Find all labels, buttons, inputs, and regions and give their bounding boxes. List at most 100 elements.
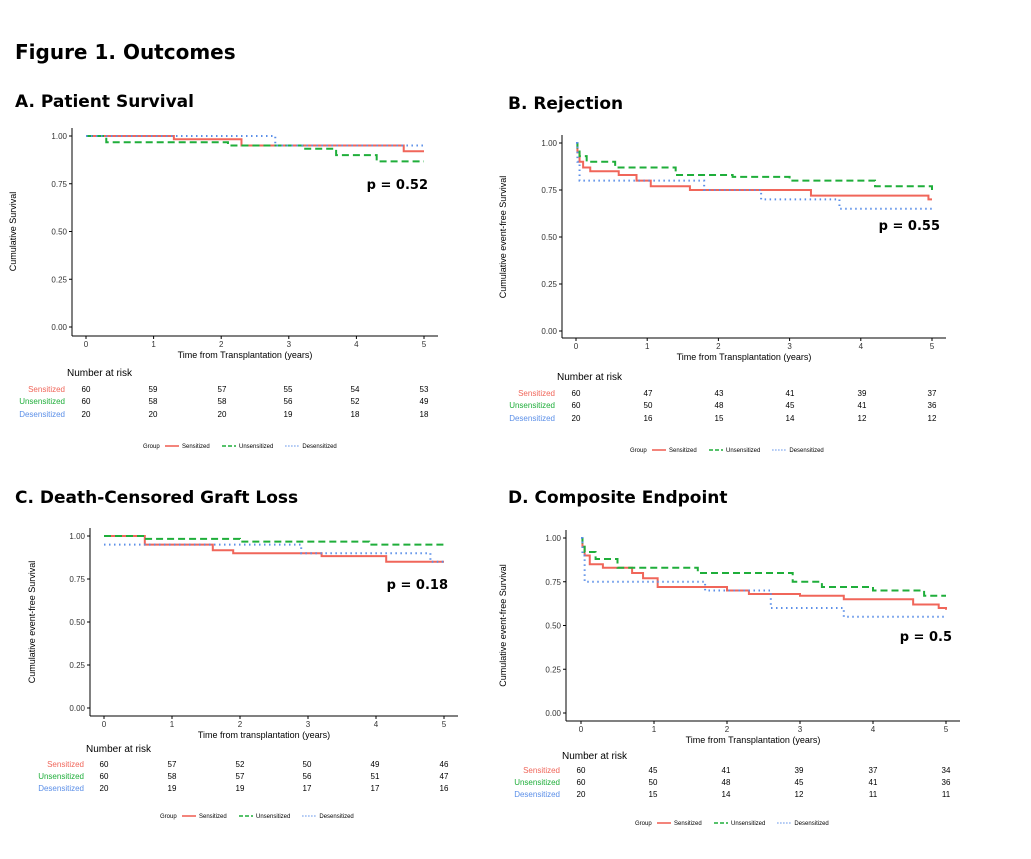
legend-entry: Sensitized (674, 821, 702, 827)
risk-value: 18 (420, 410, 429, 419)
p-value: p = 0.52 (367, 178, 428, 193)
series-line-desensitized (86, 135, 424, 147)
legend-entry: Desensitized (302, 444, 336, 450)
risk-group-label: Unsensitized (38, 772, 84, 781)
risk-group-label: Unsensitized (509, 401, 555, 410)
risk-group-label: Sensitized (518, 389, 555, 398)
risk-group-label: Sensitized (47, 760, 84, 769)
x-tick-label: 2 (238, 720, 243, 729)
series-line-sensitized (104, 535, 444, 563)
risk-value: 58 (168, 772, 177, 781)
risk-value: 20 (572, 414, 581, 423)
risk-value: 52 (236, 760, 245, 769)
risk-value: 15 (715, 414, 724, 423)
x-tick-label: 4 (859, 342, 864, 351)
series-line-desensitized (581, 537, 946, 618)
risk-value: 36 (942, 778, 951, 787)
legend-entry: Desensitized (789, 448, 823, 454)
risk-table-title: Number at risk (86, 744, 152, 755)
risk-value: 47 (440, 772, 449, 781)
risk-value: 47 (644, 389, 653, 398)
legend-title: Group (143, 444, 160, 450)
km-panel-0: 0.00 0.25 0.50 0.75 1.00 0 1 2 3 4 5 Time from Tran… (8, 128, 438, 450)
y-tick-label: 0.00 (69, 704, 85, 713)
series-line-unsensitized (581, 537, 946, 597)
risk-value: 60 (82, 397, 91, 406)
y-tick-label: 0.25 (545, 665, 561, 674)
risk-value: 20 (218, 410, 227, 419)
risk-value: 20 (149, 410, 158, 419)
y-tick-label: 1.00 (541, 139, 557, 148)
risk-value: 52 (351, 397, 360, 406)
series-line-unsensitized (86, 135, 424, 163)
risk-value: 45 (795, 778, 804, 787)
risk-value: 16 (440, 784, 449, 793)
risk-value: 43 (715, 389, 724, 398)
risk-value: 59 (149, 385, 158, 394)
risk-group-label: Desensitized (19, 410, 65, 419)
y-axis-label: Cumulative event-free Survival (498, 564, 508, 687)
risk-value: 34 (942, 766, 951, 775)
risk-value: 49 (420, 397, 429, 406)
y-axis-label: Cumulative Survival (8, 192, 18, 272)
y-tick-label: 0.75 (51, 180, 67, 189)
series-line-desensitized (576, 142, 932, 210)
x-tick-label: 2 (219, 340, 224, 349)
risk-value: 37 (869, 766, 878, 775)
legend-title: Group (160, 814, 177, 820)
y-tick-label: 0.00 (545, 709, 561, 718)
risk-value: 50 (644, 401, 653, 410)
panel-a-title: A. Patient Survival (15, 92, 194, 112)
y-tick-label: 0.75 (69, 575, 85, 584)
risk-value: 48 (715, 401, 724, 410)
x-axis-label: Time from Transplantation (years) (686, 735, 821, 745)
risk-value: 19 (284, 410, 293, 419)
legend-entry: Unsensitized (239, 444, 273, 450)
risk-value: 60 (100, 760, 109, 769)
risk-value: 17 (371, 784, 380, 793)
risk-group-label: Desensitized (509, 414, 555, 423)
legend-entry: Unsensitized (726, 448, 760, 454)
risk-table-title: Number at risk (67, 368, 133, 379)
risk-value: 18 (351, 410, 360, 419)
risk-group-label: Desensitized (38, 784, 84, 793)
risk-value: 11 (942, 790, 951, 799)
risk-value: 16 (644, 414, 653, 423)
legend: Group Sensitized Unsensitized Desensitized (635, 821, 829, 827)
y-tick-label: 1.00 (69, 532, 85, 541)
legend-entry: Desensitized (794, 821, 828, 827)
risk-value: 20 (82, 410, 91, 419)
risk-value: 51 (371, 772, 380, 781)
y-tick-label: 1.00 (51, 132, 67, 141)
y-axis-label: Cumulative event-free Survival (498, 176, 508, 299)
legend-title: Group (630, 448, 647, 454)
legend-entry: Sensitized (182, 444, 210, 450)
risk-value: 58 (218, 397, 227, 406)
risk-value: 37 (928, 389, 937, 398)
y-tick-label: 1.00 (545, 534, 561, 543)
risk-value: 56 (303, 772, 312, 781)
x-tick-label: 1 (652, 725, 657, 734)
p-value: p = 0.55 (879, 219, 940, 234)
risk-group-label: Unsensitized (514, 778, 560, 787)
x-tick-label: 0 (579, 725, 584, 734)
x-tick-label: 2 (725, 725, 730, 734)
risk-value: 39 (858, 389, 867, 398)
risk-value: 53 (420, 385, 429, 394)
risk-value: 45 (649, 766, 658, 775)
risk-value: 60 (577, 766, 586, 775)
y-axis-label: Cumulative event-free Survival (27, 561, 37, 684)
risk-value: 20 (577, 790, 586, 799)
risk-value: 60 (82, 385, 91, 394)
x-tick-label: 0 (84, 340, 89, 349)
x-tick-label: 0 (574, 342, 579, 351)
series-line-desensitized (104, 543, 444, 563)
risk-value: 49 (371, 760, 380, 769)
risk-value: 60 (572, 389, 581, 398)
legend: Group Sensitized Unsensitized Desensitized (630, 448, 824, 454)
risk-value: 20 (100, 784, 109, 793)
y-tick-label: 0.50 (545, 622, 561, 631)
risk-value: 50 (303, 760, 312, 769)
risk-value: 54 (351, 385, 360, 394)
risk-value: 41 (869, 778, 878, 787)
